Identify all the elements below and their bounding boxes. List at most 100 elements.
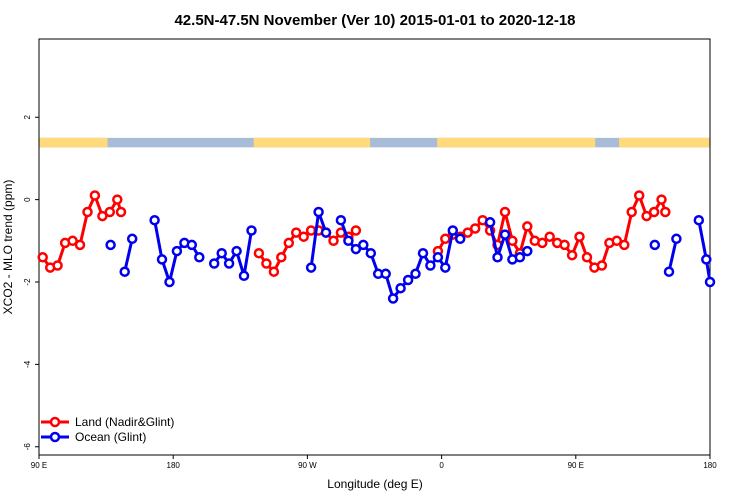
data-point [417, 247, 429, 259]
data-point [194, 252, 205, 263]
data-series [37, 190, 716, 304]
series-line [667, 238, 678, 273]
y-tick-label: 2 [23, 114, 32, 119]
data-point [350, 225, 362, 236]
legend-label-land: Land (Nadir&Glint) [75, 415, 174, 429]
data-point [701, 254, 712, 265]
data-point [97, 210, 108, 222]
y-tick-label: -6 [23, 443, 32, 451]
data-point [462, 227, 473, 238]
data-point [387, 293, 399, 304]
data-point [104, 206, 116, 218]
data-point [313, 206, 324, 218]
data-point [105, 239, 116, 251]
data-point [499, 229, 511, 240]
data-point [52, 260, 63, 271]
y-tick-label: 0 [23, 197, 32, 202]
data-point [649, 239, 661, 251]
data-point [410, 268, 421, 280]
data-point [492, 252, 503, 263]
data-point [544, 231, 555, 242]
data-point [663, 266, 675, 277]
data-point [253, 247, 265, 259]
data-point [208, 258, 220, 269]
legend-label-ocean: Ocean (Glint) [75, 430, 146, 444]
data-point [115, 206, 127, 218]
data-point [619, 239, 630, 251]
chart-title: 42.5N-47.5N November (Ver 10) 2015-01-01… [174, 12, 575, 29]
data-point [484, 217, 496, 228]
data-point [112, 194, 123, 205]
data-point [358, 239, 369, 251]
data-point [633, 190, 645, 201]
data-point [432, 252, 444, 263]
x-axis: 90 E 180 90 W 0 90 E 180 [31, 455, 717, 470]
data-point [238, 270, 250, 282]
data-point [365, 247, 377, 259]
legend: Land (Nadir&Glint) Ocean (Glint) [41, 415, 174, 444]
x-axis-label: Longitude (deg E) [327, 477, 422, 491]
data-point [454, 233, 466, 245]
data-point [164, 276, 175, 288]
legend-marker-ocean [49, 431, 61, 443]
data-point [119, 266, 130, 277]
data-point [305, 262, 317, 273]
data-point [660, 206, 671, 218]
data-point [156, 254, 168, 265]
data-point [559, 239, 570, 251]
legend-entry-land: Land (Nadir&Glint) [41, 415, 174, 429]
y-tick-label: -2 [23, 278, 32, 286]
series-line [309, 210, 328, 268]
data-point [626, 206, 637, 218]
data-point [343, 235, 354, 247]
data-point [522, 245, 533, 257]
data-point [290, 227, 302, 238]
data-point [656, 194, 667, 205]
data-point [581, 252, 593, 263]
data-point [704, 276, 716, 288]
data-point [67, 235, 78, 247]
series-line [123, 238, 134, 273]
data-point [231, 245, 242, 257]
data-point [216, 247, 227, 259]
data-point [447, 225, 459, 236]
y-tick-label: -4 [23, 360, 32, 368]
series-line [697, 219, 712, 283]
data-point [149, 214, 160, 226]
data-point [74, 239, 86, 251]
x-tick-label: 90 W [298, 461, 317, 470]
land-band-0 [39, 137, 108, 148]
data-point [440, 262, 451, 273]
data-point [350, 243, 362, 255]
ocean-band [39, 137, 710, 148]
y-axis-label: XCO2 - MLO trend (ppm) [1, 180, 15, 315]
series-0 [37, 190, 671, 277]
data-point [693, 214, 705, 226]
data-point [276, 252, 287, 263]
data-point [522, 221, 533, 232]
data-point [469, 223, 481, 234]
data-point [537, 237, 548, 249]
data-point [126, 233, 138, 245]
y-axis: 2 0 -2 -4 -6 [23, 114, 39, 450]
data-point [223, 258, 235, 269]
data-point [82, 206, 93, 218]
x-tick-label: 0 [439, 461, 444, 470]
land-band-3 [619, 137, 710, 148]
x-tick-label: 180 [167, 461, 181, 470]
data-point [499, 206, 511, 218]
plot-frame [38, 38, 711, 456]
data-point [574, 231, 585, 242]
x-tick-label: 90 E [31, 461, 47, 470]
data-point [246, 225, 257, 236]
land-band-1 [253, 137, 371, 148]
data-point [328, 235, 339, 247]
data-point [298, 231, 309, 242]
data-point [641, 210, 652, 222]
data-point [320, 227, 332, 238]
x-tick-label: 180 [703, 461, 717, 470]
land-band-2 [437, 137, 596, 148]
data-point [37, 252, 48, 263]
legend-marker-land [49, 416, 61, 428]
